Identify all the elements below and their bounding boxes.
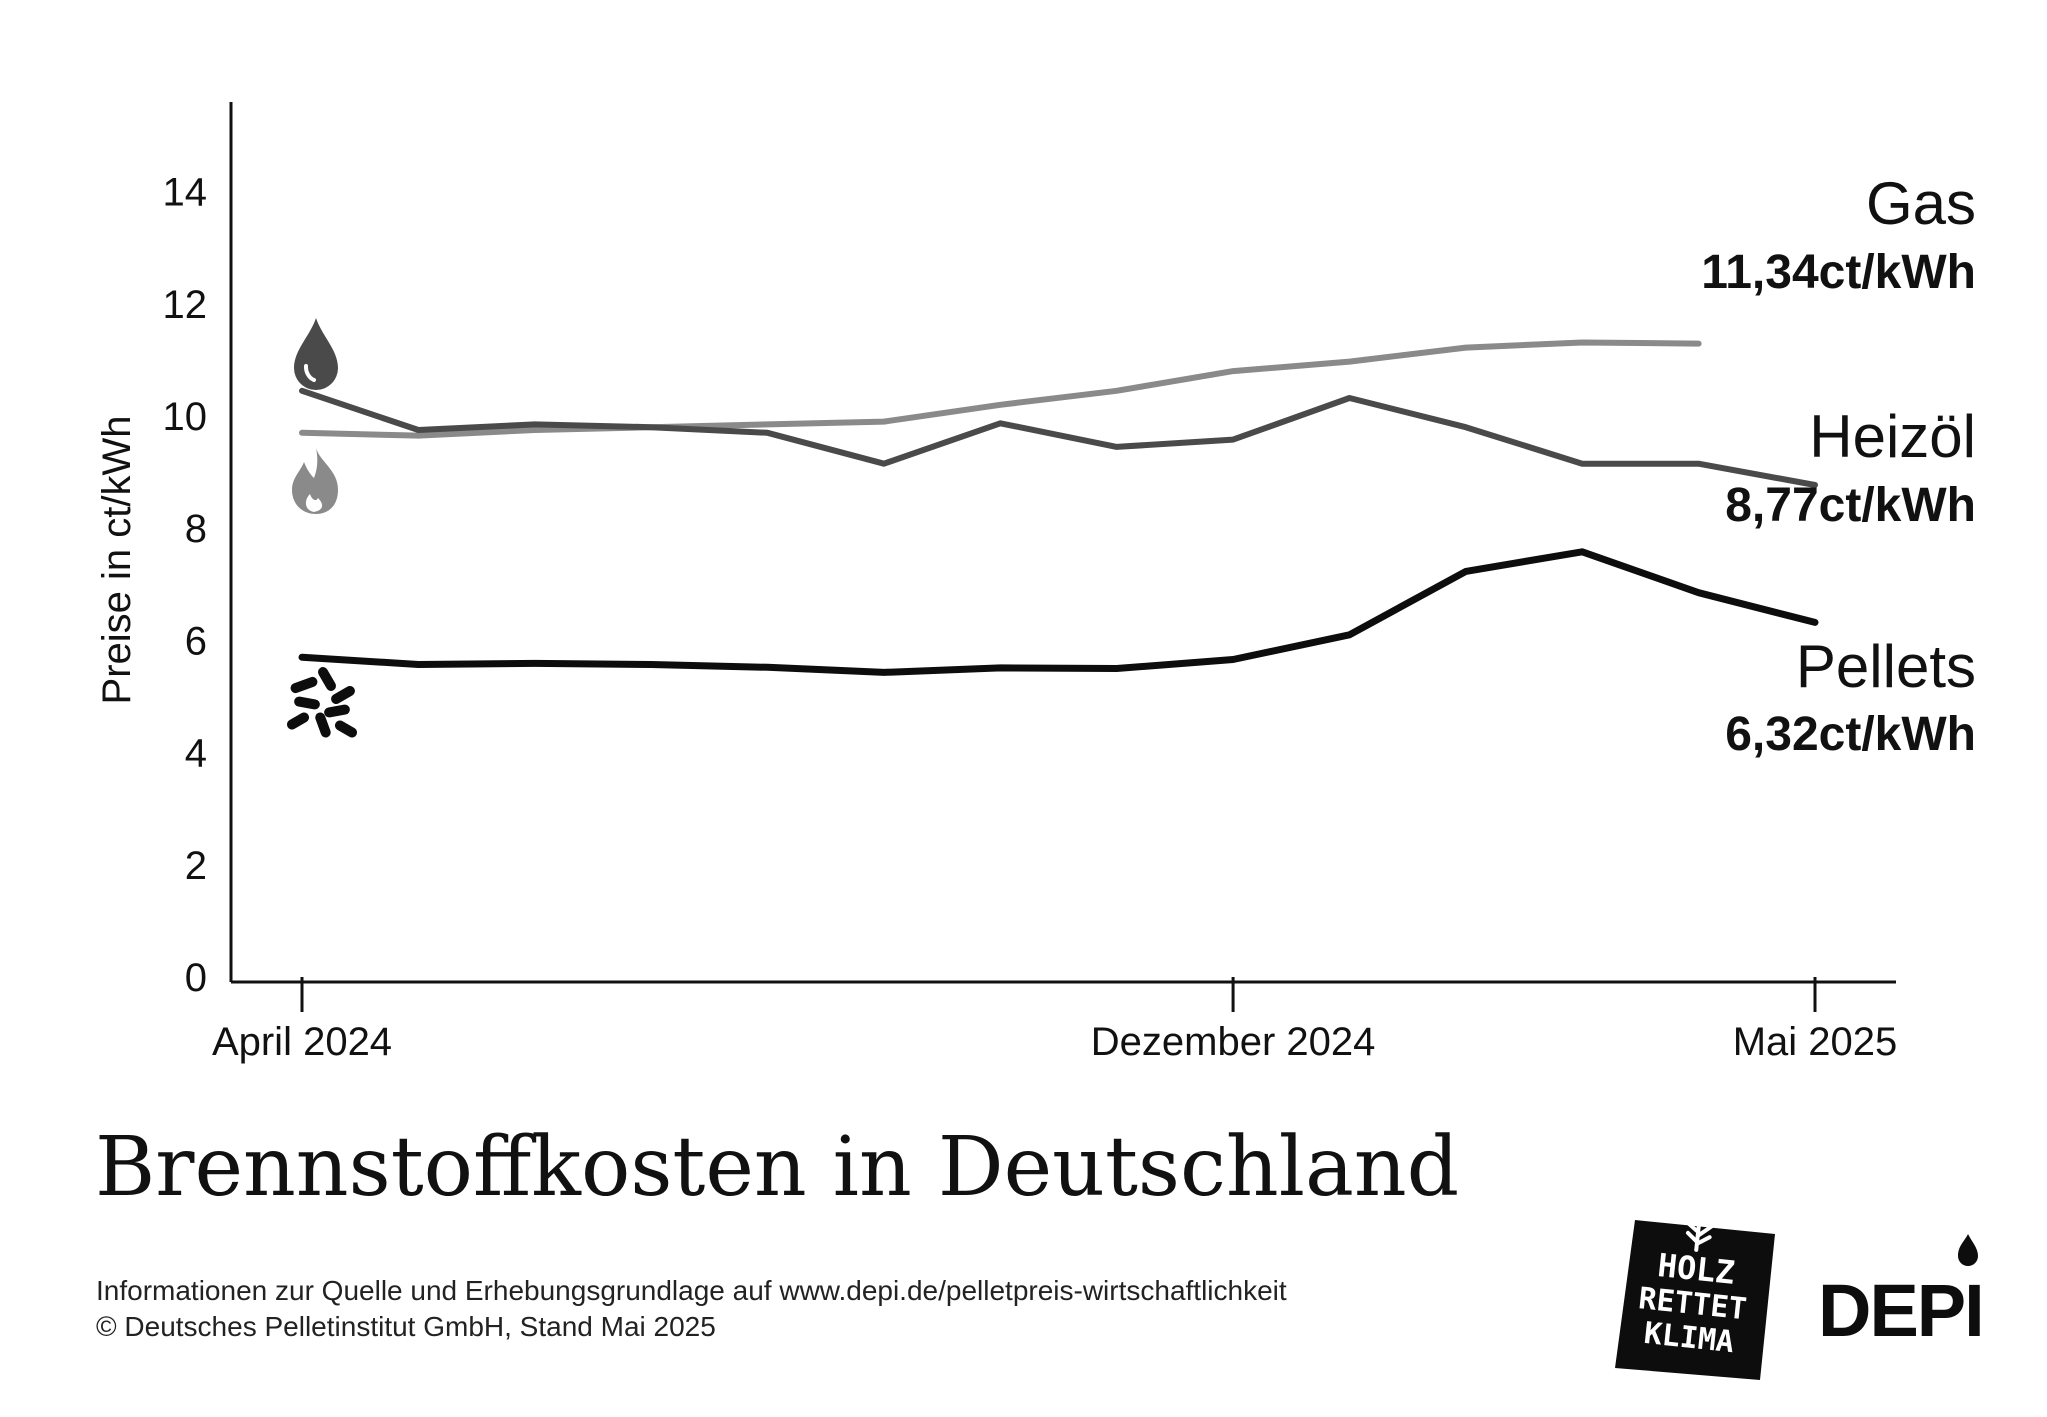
series-icons xyxy=(286,318,358,738)
series-value-label: 6,32ct/kWh xyxy=(1725,708,1976,761)
pellets-icon xyxy=(286,667,358,738)
axes xyxy=(229,102,1896,984)
series-line-pellets xyxy=(298,548,1819,676)
depi-logo: DEPI xyxy=(1818,1234,1985,1348)
copyright-note: © Deutsches Pelletinstitut GmbH, Stand M… xyxy=(96,1311,716,1342)
y-tick-label: 4 xyxy=(185,732,207,776)
series-name-label: Heizöl xyxy=(1809,403,1976,470)
oil-drop-icon xyxy=(294,318,338,390)
series-name-label: Pellets xyxy=(1796,633,1976,700)
series-value-label: 11,34ct/kWh xyxy=(1701,246,1976,299)
y-tick-label: 10 xyxy=(163,395,208,439)
series-line-gas xyxy=(299,339,1702,439)
y-tick-label: 6 xyxy=(185,619,207,663)
x-ticks: April 2024 Dezember 2024 Mai 2025 xyxy=(212,977,1897,1064)
series-name-label: Gas xyxy=(1866,170,1976,237)
x-tick-label: Mai 2025 xyxy=(1733,1020,1898,1064)
source-note: Informationen zur Quelle und Erhebungsgr… xyxy=(96,1275,1287,1306)
y-tick-label: 12 xyxy=(163,283,208,327)
series-line-heizl xyxy=(299,387,1818,488)
y-tick-label: 2 xyxy=(185,844,207,888)
depi-logo-text: DEPI xyxy=(1818,1269,1983,1348)
y-ticks: 0 2 4 6 8 10 12 14 xyxy=(163,171,208,1000)
x-tick-label: Dezember 2024 xyxy=(1091,1020,1376,1064)
flame-icon xyxy=(292,448,338,514)
holz-logo-line1: HOLZ xyxy=(1656,1246,1737,1292)
series-value-label: 8,77ct/kWh xyxy=(1725,479,1976,532)
series-labels: Gas 11,34ct/kWh Heizöl 8,77ct/kWh Pellets 6,3… xyxy=(1701,170,1976,761)
y-axis-label: Preise in ct/kWh xyxy=(95,416,139,705)
y-tick-label: 8 xyxy=(185,507,207,551)
footer: Informationen zur Quelle und Erhebungsgr… xyxy=(96,1273,1287,1345)
x-tick-label: April 2024 xyxy=(212,1020,392,1064)
page-title: Brennstoffkosten in Deutschland xyxy=(95,1120,1460,1215)
y-tick-label: 0 xyxy=(185,956,207,1000)
series-lines xyxy=(298,339,1819,676)
y-tick-label: 14 xyxy=(163,171,208,215)
holz-rettet-klima-logo: HOLZ RETTET KLIMA xyxy=(1615,1220,1775,1380)
